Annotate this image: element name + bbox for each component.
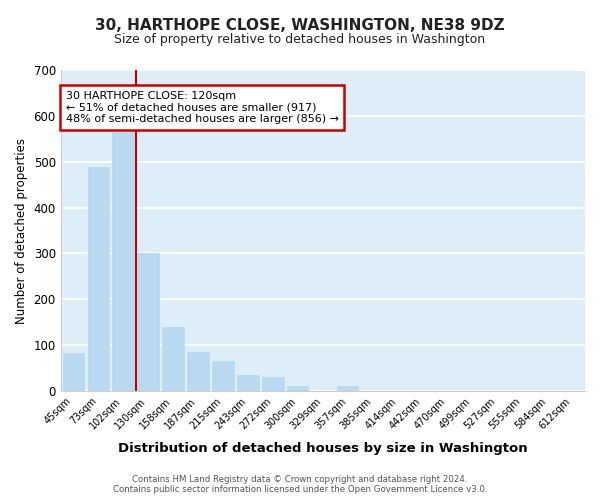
Bar — [88, 167, 109, 391]
Bar — [262, 378, 284, 391]
Text: 30, HARTHOPE CLOSE, WASHINGTON, NE38 9DZ: 30, HARTHOPE CLOSE, WASHINGTON, NE38 9DZ — [95, 18, 505, 32]
Bar — [287, 386, 308, 391]
Bar — [337, 386, 358, 391]
Y-axis label: Number of detached properties: Number of detached properties — [15, 138, 28, 324]
Bar — [212, 361, 233, 391]
Bar — [187, 352, 209, 391]
Bar — [238, 374, 259, 391]
Bar — [62, 352, 84, 391]
X-axis label: Distribution of detached houses by size in Washington: Distribution of detached houses by size … — [118, 442, 527, 455]
Bar — [112, 132, 134, 391]
Bar — [163, 327, 184, 391]
Text: Size of property relative to detached houses in Washington: Size of property relative to detached ho… — [115, 34, 485, 46]
Text: Contains public sector information licensed under the Open Government Licence v3: Contains public sector information licen… — [113, 485, 487, 494]
Text: 30 HARTHOPE CLOSE: 120sqm
← 51% of detached houses are smaller (917)
48% of semi: 30 HARTHOPE CLOSE: 120sqm ← 51% of detac… — [66, 91, 339, 124]
Bar — [137, 252, 158, 391]
Text: Contains HM Land Registry data © Crown copyright and database right 2024.: Contains HM Land Registry data © Crown c… — [132, 475, 468, 484]
